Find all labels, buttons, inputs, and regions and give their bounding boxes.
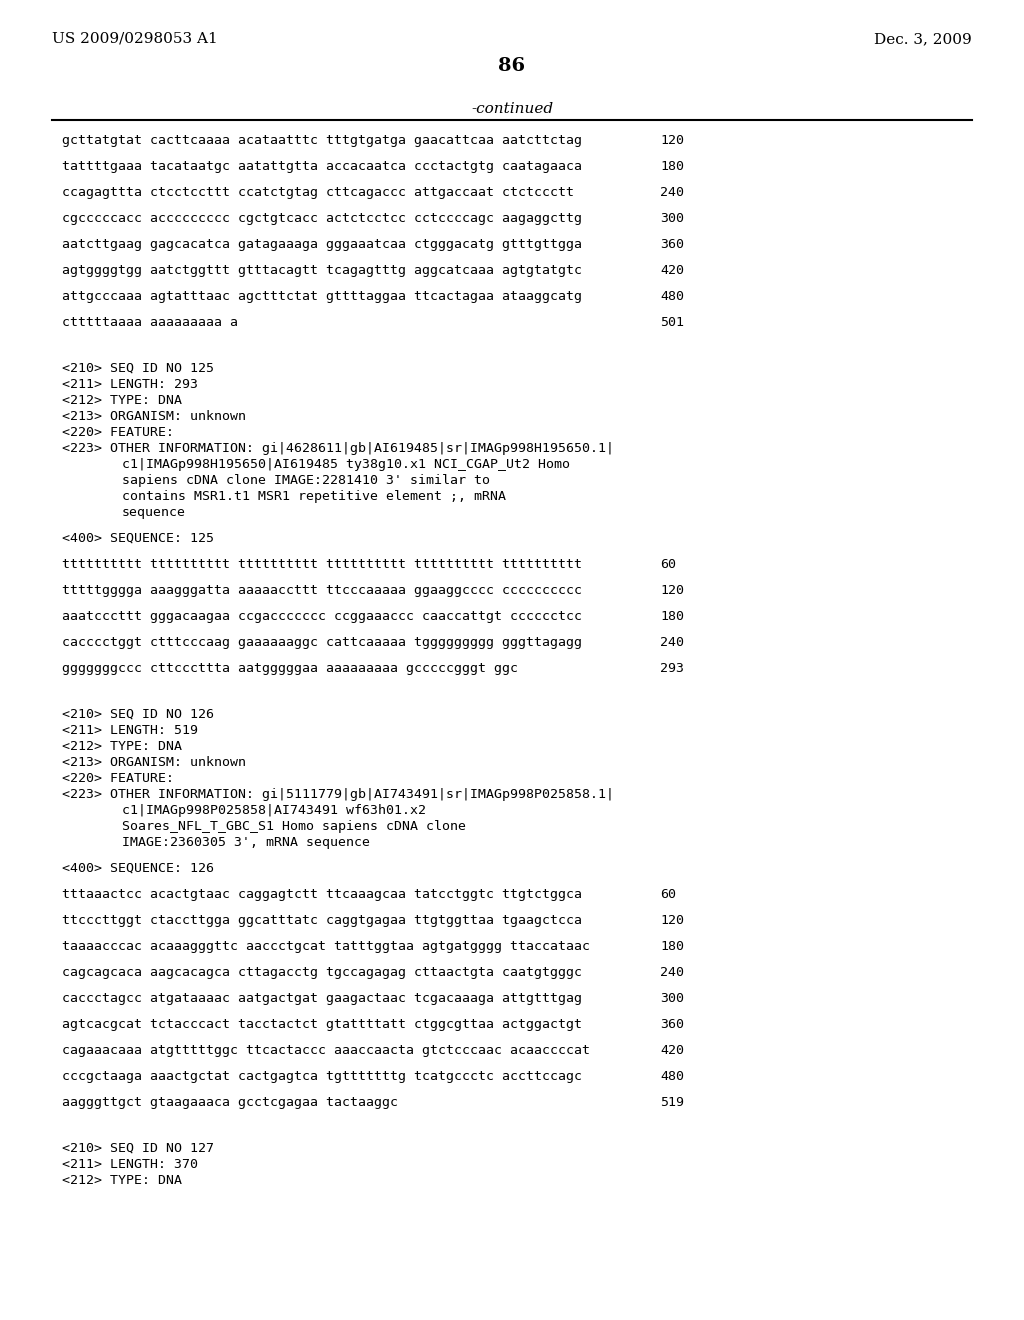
Text: US 2009/0298053 A1: US 2009/0298053 A1 [52, 32, 218, 46]
Text: 293: 293 [660, 663, 684, 675]
Text: Dec. 3, 2009: Dec. 3, 2009 [874, 32, 972, 46]
Text: 120: 120 [660, 913, 684, 927]
Text: 86: 86 [499, 57, 525, 75]
Text: agtggggtgg aatctggttt gtttacagtt tcagagtttg aggcatcaaa agtgtatgtc: agtggggtgg aatctggttt gtttacagtt tcagagt… [62, 264, 582, 277]
Text: contains MSR1.t1 MSR1 repetitive element ;, mRNA: contains MSR1.t1 MSR1 repetitive element… [122, 490, 506, 503]
Text: aatcttgaag gagcacatca gatagaaaga gggaaatcaa ctgggacatg gtttgttgga: aatcttgaag gagcacatca gatagaaaga gggaaat… [62, 238, 582, 251]
Text: sequence: sequence [122, 506, 186, 519]
Text: 480: 480 [660, 1071, 684, 1082]
Text: -continued: -continued [471, 102, 553, 116]
Text: 300: 300 [660, 213, 684, 224]
Text: attgcccaaa agtatttaac agctttctat gttttaggaa ttcactagaa ataaggcatg: attgcccaaa agtatttaac agctttctat gttttag… [62, 290, 582, 304]
Text: 60: 60 [660, 888, 676, 902]
Text: <400> SEQUENCE: 125: <400> SEQUENCE: 125 [62, 532, 214, 545]
Text: tattttgaaa tacataatgc aatattgtta accacaatca ccctactgtg caatagaaca: tattttgaaa tacataatgc aatattgtta accacaa… [62, 160, 582, 173]
Text: 360: 360 [660, 238, 684, 251]
Text: <211> LENGTH: 519: <211> LENGTH: 519 [62, 723, 198, 737]
Text: caccctagcc atgataaaac aatgactgat gaagactaac tcgacaaaga attgtttgag: caccctagcc atgataaaac aatgactgat gaagact… [62, 993, 582, 1005]
Text: ccagagttta ctcctccttt ccatctgtag cttcagaccc attgaccaat ctctccctt: ccagagttta ctcctccttt ccatctgtag cttcaga… [62, 186, 574, 199]
Text: 240: 240 [660, 966, 684, 979]
Text: 120: 120 [660, 135, 684, 147]
Text: <223> OTHER INFORMATION: gi|4628611|gb|AI619485|sr|IMAGp998H195650.1|: <223> OTHER INFORMATION: gi|4628611|gb|A… [62, 442, 614, 455]
Text: <211> LENGTH: 370: <211> LENGTH: 370 [62, 1158, 198, 1171]
Text: 120: 120 [660, 583, 684, 597]
Text: <213> ORGANISM: unknown: <213> ORGANISM: unknown [62, 756, 246, 770]
Text: 360: 360 [660, 1018, 684, 1031]
Text: <210> SEQ ID NO 127: <210> SEQ ID NO 127 [62, 1142, 214, 1155]
Text: <212> TYPE: DNA: <212> TYPE: DNA [62, 741, 182, 752]
Text: ttcccttggt ctaccttgga ggcatttatc caggtgagaa ttgtggttaa tgaagctcca: ttcccttggt ctaccttgga ggcatttatc caggtga… [62, 913, 582, 927]
Text: <220> FEATURE:: <220> FEATURE: [62, 426, 174, 440]
Text: 60: 60 [660, 558, 676, 572]
Text: <210> SEQ ID NO 126: <210> SEQ ID NO 126 [62, 708, 214, 721]
Text: taaaacccac acaaagggttc aaccctgcat tatttggtaa agtgatgggg ttaccataac: taaaacccac acaaagggttc aaccctgcat tatttg… [62, 940, 590, 953]
Text: <212> TYPE: DNA: <212> TYPE: DNA [62, 1173, 182, 1187]
Text: cagcagcaca aagcacagca cttagacctg tgccagagag cttaactgta caatgtgggc: cagcagcaca aagcacagca cttagacctg tgccaga… [62, 966, 582, 979]
Text: cacccctggt ctttcccaag gaaaaaaggc cattcaaaaa tggggggggg gggttagagg: cacccctggt ctttcccaag gaaaaaaggc cattcaa… [62, 636, 582, 649]
Text: 240: 240 [660, 636, 684, 649]
Text: <223> OTHER INFORMATION: gi|5111779|gb|AI743491|sr|IMAGp998P025858.1|: <223> OTHER INFORMATION: gi|5111779|gb|A… [62, 788, 614, 801]
Text: <220> FEATURE:: <220> FEATURE: [62, 772, 174, 785]
Text: 519: 519 [660, 1096, 684, 1109]
Text: 240: 240 [660, 186, 684, 199]
Text: 501: 501 [660, 315, 684, 329]
Text: 180: 180 [660, 160, 684, 173]
Text: cgcccccacc accccccccc cgctgtcacc actctcctcc cctccccagc aagaggcttg: cgcccccacc accccccccc cgctgtcacc actctcc… [62, 213, 582, 224]
Text: cagaaacaaa atgtttttggc ttcactaccc aaaccaacta gtctcccaac acaaccccat: cagaaacaaa atgtttttggc ttcactaccc aaacca… [62, 1044, 590, 1057]
Text: <213> ORGANISM: unknown: <213> ORGANISM: unknown [62, 411, 246, 422]
Text: sapiens cDNA clone IMAGE:2281410 3' similar to: sapiens cDNA clone IMAGE:2281410 3' simi… [122, 474, 490, 487]
Text: 480: 480 [660, 290, 684, 304]
Text: c1|IMAGp998H195650|AI619485 ty38g10.x1 NCI_CGAP_Ut2 Homo: c1|IMAGp998H195650|AI619485 ty38g10.x1 N… [122, 458, 570, 471]
Text: <212> TYPE: DNA: <212> TYPE: DNA [62, 393, 182, 407]
Text: 300: 300 [660, 993, 684, 1005]
Text: cccgctaaga aaactgctat cactgagtca tgtttttttg tcatgccctc accttccagc: cccgctaaga aaactgctat cactgagtca tgttttt… [62, 1071, 582, 1082]
Text: gggggggccc cttcccttta aatgggggaa aaaaaaaaa gcccccgggt ggc: gggggggccc cttcccttta aatgggggaa aaaaaaa… [62, 663, 518, 675]
Text: <211> LENGTH: 293: <211> LENGTH: 293 [62, 378, 198, 391]
Text: aaatcccttt gggacaagaa ccgaccccccc ccggaaaccc caaccattgt cccccctcc: aaatcccttt gggacaagaa ccgaccccccc ccggaa… [62, 610, 582, 623]
Text: aagggttgct gtaagaaaca gcctcgagaa tactaaggc: aagggttgct gtaagaaaca gcctcgagaa tactaag… [62, 1096, 398, 1109]
Text: agtcacgcat tctacccact tacctactct gtattttatt ctggcgttaa actggactgt: agtcacgcat tctacccact tacctactct gtatttt… [62, 1018, 582, 1031]
Text: gcttatgtat cacttcaaaa acataatttc tttgtgatga gaacattcaa aatcttctag: gcttatgtat cacttcaaaa acataatttc tttgtga… [62, 135, 582, 147]
Text: Soares_NFL_T_GBC_S1 Homo sapiens cDNA clone: Soares_NFL_T_GBC_S1 Homo sapiens cDNA cl… [122, 820, 466, 833]
Text: c1|IMAGp998P025858|AI743491 wf63h01.x2: c1|IMAGp998P025858|AI743491 wf63h01.x2 [122, 804, 426, 817]
Text: 180: 180 [660, 940, 684, 953]
Text: IMAGE:2360305 3', mRNA sequence: IMAGE:2360305 3', mRNA sequence [122, 836, 370, 849]
Text: 180: 180 [660, 610, 684, 623]
Text: tttttgggga aaagggatta aaaaaccttt ttcccaaaaa ggaaggcccc cccccccccc: tttttgggga aaagggatta aaaaaccttt ttcccaa… [62, 583, 582, 597]
Text: ctttttaaaa aaaaaaaaa a: ctttttaaaa aaaaaaaaa a [62, 315, 238, 329]
Text: tttaaactcc acactgtaac caggagtctt ttcaaagcaa tatcctggtc ttgtctggca: tttaaactcc acactgtaac caggagtctt ttcaaag… [62, 888, 582, 902]
Text: <210> SEQ ID NO 125: <210> SEQ ID NO 125 [62, 362, 214, 375]
Text: <400> SEQUENCE: 126: <400> SEQUENCE: 126 [62, 862, 214, 875]
Text: 420: 420 [660, 264, 684, 277]
Text: tttttttttt tttttttttt tttttttttt tttttttttt tttttttttt tttttttttt: tttttttttt tttttttttt tttttttttt ttttttt… [62, 558, 582, 572]
Text: 420: 420 [660, 1044, 684, 1057]
